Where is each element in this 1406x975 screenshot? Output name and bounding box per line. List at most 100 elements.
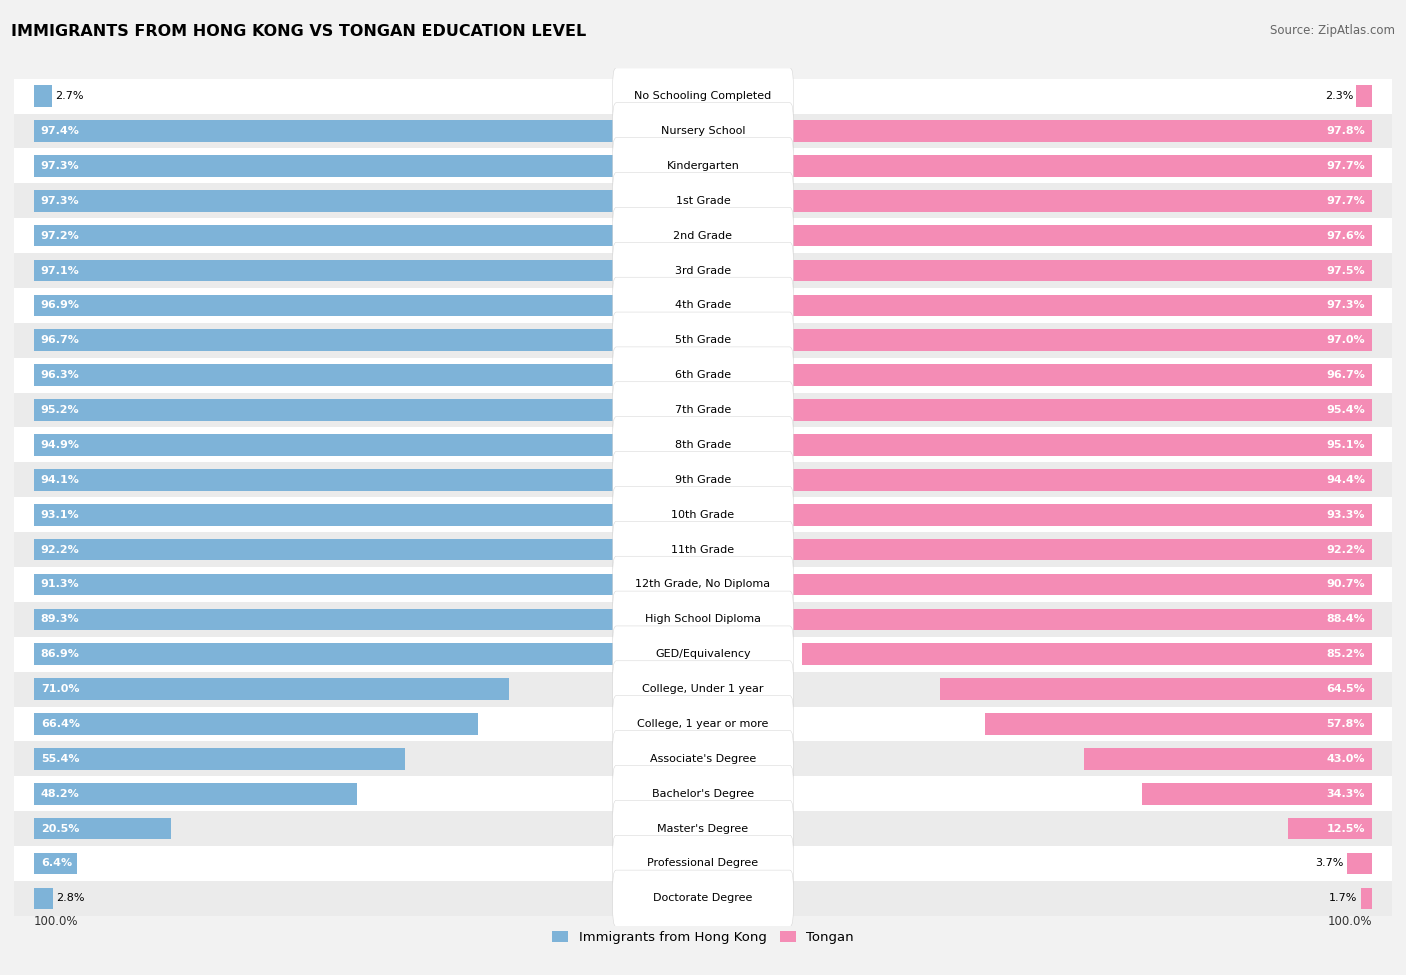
Bar [941,679,1372,700]
Text: Source: ZipAtlas.com: Source: ZipAtlas.com [1270,24,1395,37]
FancyBboxPatch shape [613,556,793,612]
FancyBboxPatch shape [613,68,793,125]
Bar [34,818,172,839]
Text: 4th Grade: 4th Grade [675,300,731,310]
Text: Master's Degree: Master's Degree [658,824,748,834]
Text: 5th Grade: 5th Grade [675,335,731,345]
Text: Bachelor's Degree: Bachelor's Degree [652,789,754,799]
Bar [1143,783,1372,804]
Bar [986,713,1372,735]
Text: 3rd Grade: 3rd Grade [675,265,731,276]
Legend: Immigrants from Hong Kong, Tongan: Immigrants from Hong Kong, Tongan [547,926,859,950]
Text: 2.3%: 2.3% [1324,91,1353,101]
Text: 96.7%: 96.7% [41,335,80,345]
Bar [34,608,631,630]
Bar [34,679,509,700]
Text: 92.2%: 92.2% [1326,545,1365,555]
Bar [14,358,1392,393]
Bar [34,469,664,490]
Text: 94.1%: 94.1% [41,475,80,485]
Bar [1347,853,1372,875]
Text: 2nd Grade: 2nd Grade [673,231,733,241]
Bar [14,567,1392,602]
Text: 91.3%: 91.3% [41,579,80,590]
Text: Professional Degree: Professional Degree [647,858,759,869]
Text: 7th Grade: 7th Grade [675,405,731,415]
Text: 3.7%: 3.7% [1316,858,1344,869]
Bar [720,259,1372,282]
FancyBboxPatch shape [613,730,793,787]
Text: 97.3%: 97.3% [41,196,80,206]
Text: 94.9%: 94.9% [41,440,80,449]
Bar [14,776,1392,811]
Text: 97.7%: 97.7% [1326,196,1365,206]
Text: GED/Equivalency: GED/Equivalency [655,649,751,659]
FancyBboxPatch shape [613,626,793,682]
Text: 2.8%: 2.8% [56,893,84,904]
FancyBboxPatch shape [613,416,793,473]
Bar [14,532,1392,567]
Text: 96.3%: 96.3% [41,370,80,380]
Bar [755,539,1372,561]
Text: Associate's Degree: Associate's Degree [650,754,756,763]
Text: 95.1%: 95.1% [1326,440,1365,449]
Bar [14,602,1392,637]
Bar [14,393,1392,427]
Text: 10th Grade: 10th Grade [672,510,734,520]
Text: 12.5%: 12.5% [1327,824,1365,834]
Text: Kindergarten: Kindergarten [666,161,740,171]
Text: 88.4%: 88.4% [1326,614,1365,624]
FancyBboxPatch shape [613,765,793,822]
Text: College, 1 year or more: College, 1 year or more [637,719,769,729]
Bar [14,707,1392,741]
Bar [14,183,1392,218]
Bar [718,225,1372,247]
Text: 48.2%: 48.2% [41,789,80,799]
Text: 2.7%: 2.7% [55,91,84,101]
Text: 85.2%: 85.2% [1327,649,1365,659]
FancyBboxPatch shape [613,208,793,264]
Bar [34,713,478,735]
FancyBboxPatch shape [613,277,793,333]
Bar [748,504,1372,526]
Text: 93.3%: 93.3% [1327,510,1365,520]
Bar [34,539,651,561]
Bar [34,225,685,247]
Bar [14,114,1392,148]
Text: No Schooling Completed: No Schooling Completed [634,91,772,101]
FancyBboxPatch shape [613,382,793,439]
FancyBboxPatch shape [613,451,793,508]
Text: 12th Grade, No Diploma: 12th Grade, No Diploma [636,579,770,590]
Text: 97.1%: 97.1% [41,265,80,276]
Bar [14,672,1392,707]
Bar [14,148,1392,183]
Text: 92.2%: 92.2% [41,545,80,555]
FancyBboxPatch shape [613,591,793,647]
Bar [14,741,1392,776]
Bar [34,155,685,176]
Bar [801,644,1372,665]
FancyBboxPatch shape [613,661,793,718]
Bar [14,497,1392,532]
Text: 64.5%: 64.5% [1326,684,1365,694]
Bar [34,644,616,665]
Text: 97.7%: 97.7% [1326,161,1365,171]
Text: 97.0%: 97.0% [1326,335,1365,345]
FancyBboxPatch shape [613,487,793,543]
Bar [14,218,1392,254]
Text: 57.8%: 57.8% [1327,719,1365,729]
FancyBboxPatch shape [613,102,793,159]
Bar [34,120,686,141]
Bar [34,365,678,386]
Bar [721,294,1372,316]
Text: 43.0%: 43.0% [1327,754,1365,763]
Text: Nursery School: Nursery School [661,126,745,137]
FancyBboxPatch shape [613,696,793,752]
Bar [741,469,1372,490]
Text: 6.4%: 6.4% [41,858,72,869]
Text: 100.0%: 100.0% [34,915,79,927]
Bar [735,434,1372,455]
Bar [34,504,657,526]
Bar [718,190,1372,212]
Bar [34,190,685,212]
